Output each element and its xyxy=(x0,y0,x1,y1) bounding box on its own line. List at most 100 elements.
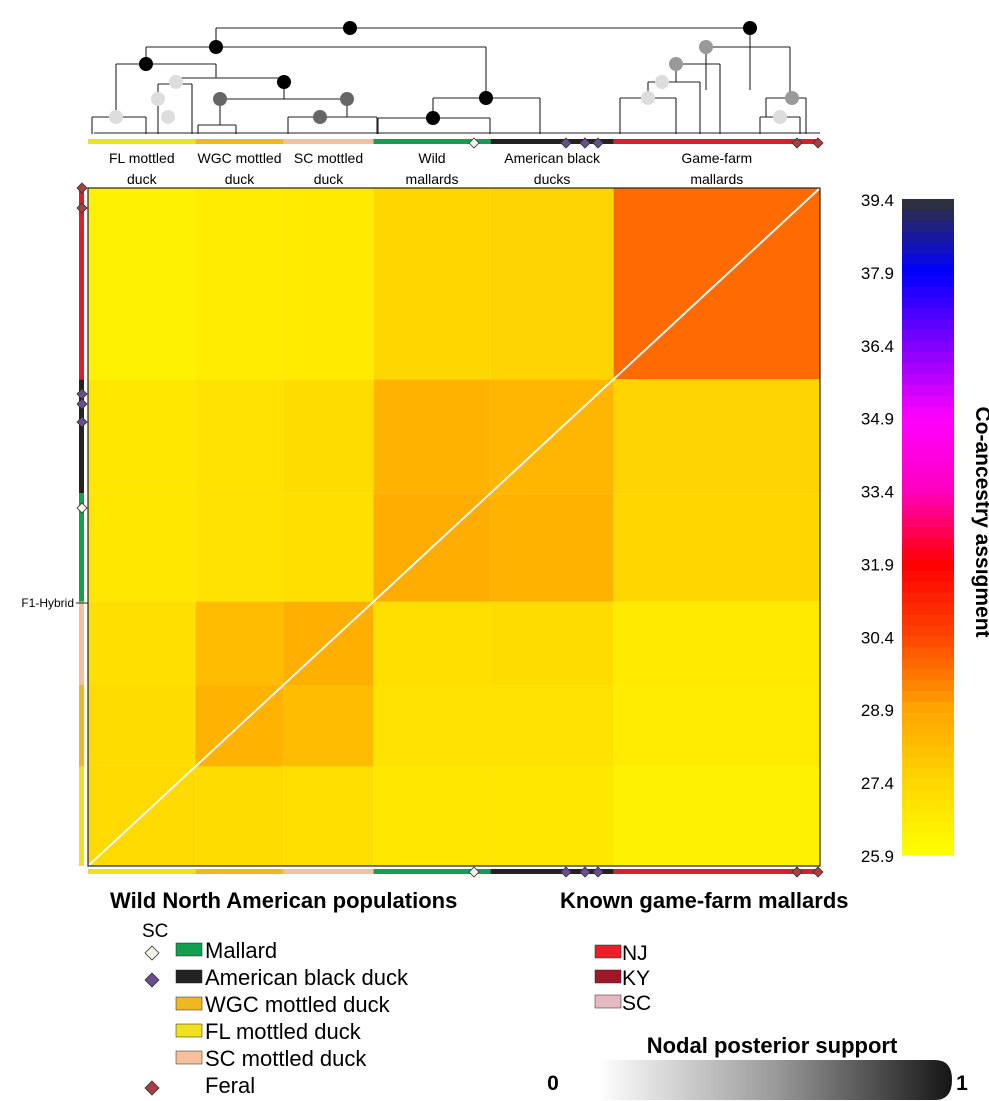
legend-marker xyxy=(144,945,160,961)
colorbar-step xyxy=(902,330,954,342)
posterior-min-label: 0 xyxy=(547,1072,559,1095)
colorbar-step xyxy=(902,559,954,572)
cluster-label: WGC mottled xyxy=(197,150,281,166)
colorbar-step xyxy=(902,581,954,594)
legend-label: NJ xyxy=(622,942,648,965)
legend-label: FL mottled duck xyxy=(205,1019,362,1044)
heatmap-block-5-1 xyxy=(195,188,284,380)
colorbar-step xyxy=(902,734,954,747)
cluster-bar-segment xyxy=(283,139,374,144)
dendrogram-node xyxy=(479,91,493,105)
colorbar-step xyxy=(902,636,954,648)
sample-marker xyxy=(791,137,803,149)
cluster-label: FL mottled xyxy=(109,150,175,166)
heatmap-block-1-5 xyxy=(613,685,820,767)
colorbar-step xyxy=(902,275,954,288)
legend-swatch xyxy=(175,969,203,984)
heatmap-block-2-1 xyxy=(195,601,284,685)
heatmap-block-0-5 xyxy=(613,766,820,866)
colorbar-step xyxy=(902,537,954,550)
legend-label: SC xyxy=(622,992,651,1015)
heatmap-diagonal xyxy=(87,187,821,867)
sample-marker xyxy=(76,202,88,214)
colorbar-step xyxy=(902,658,954,670)
colorbar-step xyxy=(902,712,954,725)
cluster-bar-segment xyxy=(195,869,284,874)
legend-swatch xyxy=(594,969,622,984)
colorbar-step xyxy=(902,406,954,419)
colorbar-step xyxy=(902,625,954,637)
colorbar-tick-label: 34.9 xyxy=(861,410,894,429)
colorbar-step xyxy=(902,723,954,736)
bottom-cluster-bar xyxy=(88,869,820,874)
dendrogram-node xyxy=(669,57,683,71)
legend-marker xyxy=(144,1080,160,1096)
colorbar-step xyxy=(902,209,954,222)
sample-marker xyxy=(76,388,88,400)
sample-marker xyxy=(76,182,88,194)
colorbar-tick-label: 39.4 xyxy=(861,191,894,210)
posterior-max-label: 1 xyxy=(956,1072,968,1095)
heatmap-block-3-0 xyxy=(88,493,196,602)
cluster-label: duck xyxy=(314,171,345,187)
cluster-label: Wild xyxy=(418,150,445,166)
dendrogram-node xyxy=(655,75,669,89)
legend-swatch xyxy=(175,942,203,957)
heatmap-block-1-4 xyxy=(490,685,614,767)
cluster-label: SC mottled xyxy=(294,150,363,166)
colorbar-step xyxy=(902,341,954,353)
colorbar-step xyxy=(902,527,954,539)
colorbar-tick-label: 36.4 xyxy=(861,337,894,356)
cluster-label: mallards xyxy=(406,171,459,187)
sample-marker xyxy=(76,416,88,428)
cluster-bar-segment xyxy=(88,139,196,144)
colorbar-step xyxy=(902,505,954,517)
colorbar-step xyxy=(902,603,954,616)
colorbar-step xyxy=(902,822,954,834)
sample-marker xyxy=(468,137,480,149)
cluster-bar-segment xyxy=(490,139,614,144)
colorbar-step xyxy=(902,395,954,408)
heatmap-block-0-2 xyxy=(283,766,374,866)
cluster-label: Game-farm xyxy=(681,150,752,166)
cluster-bar-segment xyxy=(195,139,284,144)
heatmap-block-5-3 xyxy=(373,188,491,380)
heatmap-frame xyxy=(87,187,821,867)
cluster-bar-segment xyxy=(79,766,84,866)
dendrogram-node xyxy=(641,91,655,105)
colorbar-step xyxy=(902,745,954,758)
cluster-bar-segment xyxy=(79,188,84,380)
sample-marker xyxy=(76,502,88,514)
heatmap-block-1-0 xyxy=(88,685,196,767)
legend-label: SC mottled duck xyxy=(205,1046,367,1071)
cluster-bar-segment xyxy=(79,685,84,767)
dendrogram-node xyxy=(340,92,354,106)
colorbar-step xyxy=(902,220,954,233)
dendrogram-node xyxy=(785,91,799,105)
cluster-bar-segment xyxy=(283,869,374,874)
colorbar-tick-label: 31.9 xyxy=(861,555,894,574)
posterior-gradient-bar xyxy=(598,1060,952,1100)
heatmap-block-4-0 xyxy=(88,379,196,494)
cluster-labels: FL mottled duck WGC mottled duck SC mottled d… xyxy=(109,150,752,187)
heatmap-block-4-2 xyxy=(283,379,374,494)
dendrogram-node xyxy=(343,21,357,35)
heatmap-block-4-1 xyxy=(195,379,284,494)
colorbar-tick-label: 37.9 xyxy=(861,264,894,283)
dendrogram-node xyxy=(277,75,291,89)
colorbar-step xyxy=(902,319,954,331)
colorbar-step xyxy=(902,472,954,484)
cluster-bar-segment xyxy=(613,139,820,144)
colorbar-step xyxy=(902,483,954,495)
colorbar-step xyxy=(902,439,954,452)
sample-markers xyxy=(76,137,824,878)
colorbar-step xyxy=(902,548,954,561)
dendrogram-node xyxy=(313,110,327,124)
legend-label: Feral xyxy=(205,1073,255,1098)
legend-swatch xyxy=(175,996,203,1011)
legend-swatch xyxy=(594,944,622,959)
legend-label: American black duck xyxy=(205,965,409,990)
